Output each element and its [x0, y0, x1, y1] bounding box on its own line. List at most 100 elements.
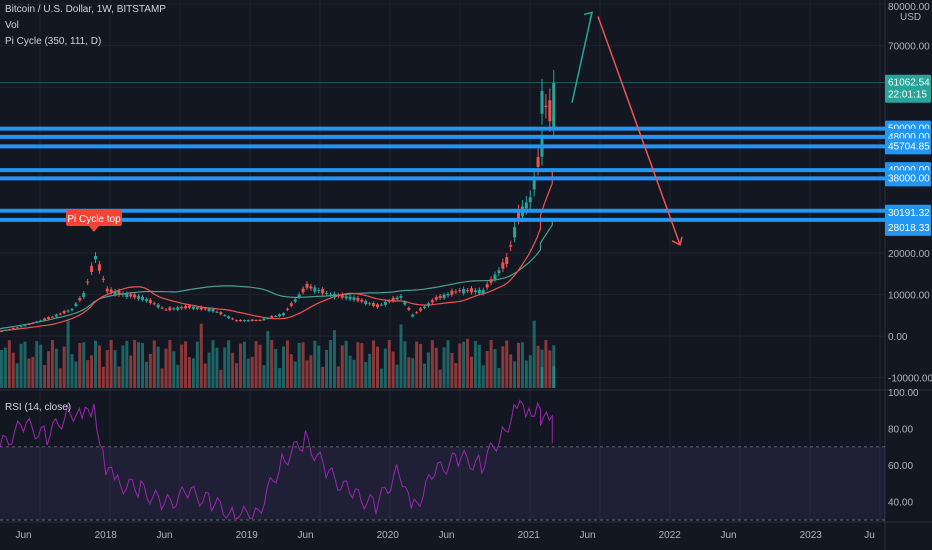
pi-cycle-top-text: Pi Cycle top [67, 214, 121, 225]
candle-body [458, 290, 462, 292]
volume-bar [379, 368, 383, 388]
candle-body [144, 299, 148, 301]
candle-body [497, 270, 501, 274]
symbol-title[interactable]: Bitcoin / U.S. Dollar, 1W, BITSTAMP [5, 4, 166, 15]
volume-bar [39, 344, 43, 388]
rsi-legend[interactable]: RSI (14, close) [5, 402, 72, 413]
price-badge-bg [885, 138, 931, 155]
candle-body [329, 294, 332, 296]
candle-body [125, 293, 129, 298]
candle-body [23, 325, 27, 327]
volume-bar [242, 341, 246, 388]
rsi-tick-label: 100.00 [888, 388, 919, 399]
volume-bar [203, 363, 207, 388]
candle-body [442, 294, 446, 299]
time-tick-label: 2020 [377, 530, 400, 541]
volume-bar [231, 352, 235, 388]
volume-bar [66, 320, 70, 388]
candle-body [454, 291, 458, 293]
time-tick-label: 2021 [518, 530, 541, 541]
volume-bar [403, 341, 407, 388]
volume-bar [74, 361, 78, 388]
volume-bar [199, 323, 203, 388]
candle-body [446, 294, 450, 296]
candle-body [78, 298, 82, 301]
horizontal-levels[interactable] [0, 126, 885, 222]
volume-bar [364, 361, 368, 388]
volume-legend[interactable]: Vol [5, 20, 19, 31]
candle-body [466, 290, 470, 292]
volume-bar [532, 320, 536, 388]
projection-down-arrowhead [671, 236, 683, 246]
candle-body [462, 288, 466, 294]
candle-body [321, 289, 325, 294]
candle-body [395, 297, 399, 300]
candle-body [199, 306, 203, 310]
volume-bar [54, 348, 58, 388]
candle-body [317, 290, 321, 292]
pi-cycle-long-ma [0, 218, 553, 330]
candle-body [207, 308, 211, 312]
pi-cycle-legend[interactable]: Pi Cycle (350, 111, D) [5, 36, 102, 47]
volume-bar [372, 340, 376, 388]
candle-body [285, 308, 289, 310]
volume-bar [332, 330, 336, 388]
volume-bar [548, 350, 552, 388]
rsi-pane [0, 399, 885, 521]
time-tick-label: 2022 [659, 530, 682, 541]
volume-bar [254, 341, 258, 388]
candle-body [172, 308, 176, 310]
candle-body [219, 312, 223, 315]
price-badge-bg [885, 74, 931, 103]
candle-body [156, 304, 160, 308]
volume-bar [407, 357, 411, 388]
volume-bar [141, 343, 144, 388]
candle-body [105, 288, 109, 292]
volume-bar [462, 341, 466, 388]
candle-body [477, 289, 481, 294]
volume-bar [133, 340, 137, 388]
volume-bar [0, 350, 3, 388]
candle-body [282, 313, 285, 316]
volume-bar [246, 358, 250, 388]
price-badge-label: 38000.00 [888, 173, 930, 184]
time-tick-label: Jun [156, 530, 172, 541]
volume-bar [458, 343, 462, 388]
candle-body [74, 303, 78, 307]
candle-body [246, 320, 250, 322]
candle-body [66, 310, 70, 312]
volume-bar [376, 346, 379, 388]
candle-body [184, 306, 188, 309]
volume-bar [50, 340, 54, 388]
candle-body [274, 316, 278, 318]
rsi-tick-label: 60.00 [888, 461, 913, 472]
volume-bar [43, 365, 47, 388]
volume-bar [121, 345, 125, 388]
candle-body [473, 290, 477, 293]
price-badge-label: 45704.85 [888, 141, 930, 152]
price-tick-label: 70000.00 [888, 42, 930, 53]
candle-body [3, 329, 7, 331]
candle-body [297, 294, 301, 298]
candle-body [344, 296, 348, 299]
time-tick-label: Jun [438, 530, 454, 541]
volume-bar [450, 352, 454, 388]
price-badge-bg [885, 219, 931, 236]
candle-body [505, 257, 509, 264]
volume-bar [35, 341, 39, 388]
volume-bar [309, 355, 313, 388]
candle-body [203, 308, 207, 310]
volume-bar [172, 351, 176, 388]
volume-bar [94, 340, 97, 388]
candle-body [438, 295, 442, 299]
currency-label: USD [900, 12, 921, 23]
volume-bar [470, 356, 473, 388]
candle-body [391, 297, 395, 302]
time-tick-label: Jun [297, 530, 313, 541]
projection-arrows[interactable] [571, 11, 683, 246]
volume-bar [207, 352, 211, 388]
volume-bar [105, 349, 109, 388]
candle-body [235, 320, 238, 322]
volume-bar [101, 366, 105, 388]
